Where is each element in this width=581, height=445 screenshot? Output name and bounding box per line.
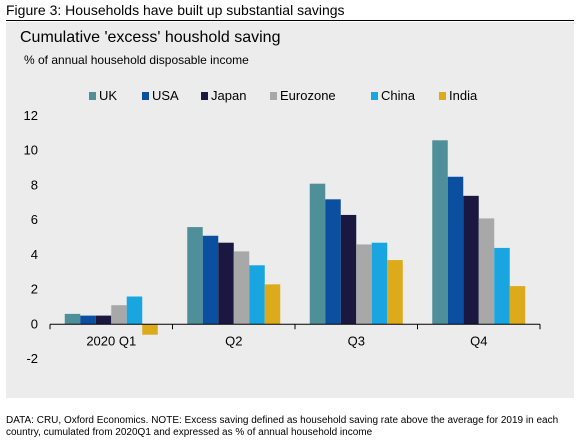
y-tick-label: 8 <box>31 177 38 192</box>
legend-label-china: China <box>381 88 416 103</box>
legend-swatch-uk <box>89 92 96 100</box>
bars <box>64 140 526 335</box>
bar-japan-3 <box>463 195 479 325</box>
bar-eurozone-1 <box>233 251 250 325</box>
y-tick-label: 0 <box>31 316 38 331</box>
legend-label-usa: USA <box>152 88 179 103</box>
legend-swatch-india <box>439 92 446 100</box>
bar-india-3 <box>509 286 526 325</box>
y-tick-label: -2 <box>26 351 38 366</box>
x-tick-label: Q2 <box>225 333 242 348</box>
bar-china-0 <box>126 296 143 325</box>
bar-usa-3 <box>447 176 464 325</box>
bar-usa-2 <box>325 199 341 325</box>
x-tick-label: 2020 Q1 <box>86 333 136 348</box>
title-rule <box>6 20 574 21</box>
y-axis: -2 0 2 4 6 8 10 12 <box>24 108 38 366</box>
x-axis: 2020 Q1 Q2 Q3 Q4 <box>49 324 541 348</box>
bar-japan-2 <box>340 214 357 325</box>
y-tick-label: 2 <box>31 282 38 297</box>
bar-uk-0 <box>64 313 81 325</box>
bar-eurozone-0 <box>111 305 127 325</box>
legend-label-eurozone: Eurozone <box>280 88 336 103</box>
bar-uk-1 <box>187 227 203 325</box>
bar-india-0 <box>142 324 158 335</box>
figure-title: Figure 3: Households have built up subst… <box>6 2 345 18</box>
bar-india-1 <box>264 284 281 325</box>
bar-eurozone-2 <box>356 244 372 325</box>
bar-india-2 <box>387 260 403 325</box>
bar-china-3 <box>494 247 510 325</box>
legend-label-uk: UK <box>99 88 117 103</box>
y-tick-label: 10 <box>24 143 38 158</box>
legend-swatch-japan <box>201 92 208 100</box>
y-tick-label: 12 <box>24 108 38 123</box>
legend: UK USA Japan Eurozone China India <box>89 88 478 103</box>
bar-usa-0 <box>80 315 96 325</box>
bar-usa-1 <box>202 235 219 325</box>
x-tick-label: Q4 <box>470 333 487 348</box>
legend-swatch-eurozone <box>270 92 277 100</box>
chart-subtitle: % of annual household disposable income <box>24 53 249 67</box>
bar-china-2 <box>371 242 388 325</box>
bar-china-1 <box>249 265 265 325</box>
legend-swatch-china <box>371 92 378 100</box>
y-tick-label: 4 <box>31 247 38 262</box>
x-tick-label: Q3 <box>348 333 365 348</box>
bar-uk-2 <box>309 183 326 325</box>
legend-label-japan: Japan <box>211 88 246 103</box>
legend-label-india: India <box>449 88 478 103</box>
chart-title: Cumulative 'excess' houshold saving <box>20 29 281 46</box>
chart-panel <box>6 22 574 398</box>
y-tick-label: 6 <box>31 212 38 227</box>
source-note: DATA: CRU, Oxford Economics. NOTE: Exces… <box>6 415 559 438</box>
legend-swatch-usa <box>142 92 149 100</box>
bar-uk-3 <box>432 140 448 325</box>
bar-eurozone-3 <box>478 218 495 325</box>
bar-japan-1 <box>218 242 234 325</box>
bar-japan-0 <box>95 315 112 325</box>
